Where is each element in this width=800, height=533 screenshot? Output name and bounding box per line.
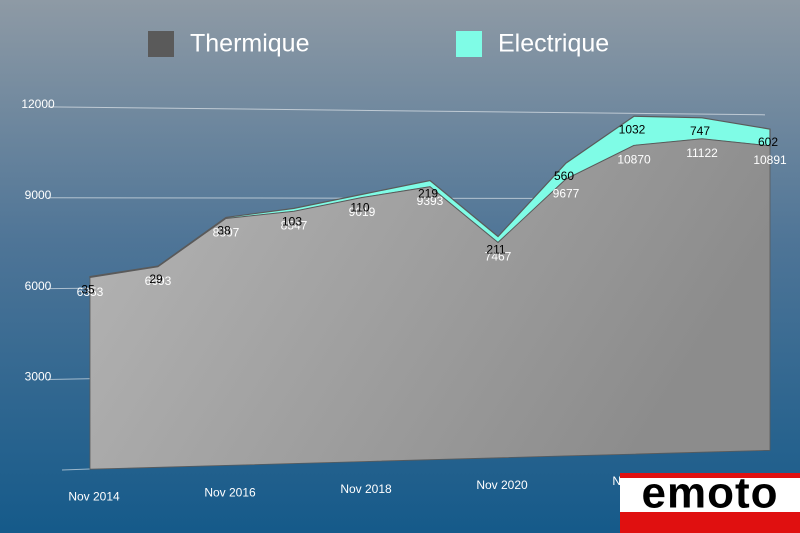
value-label-electrique: 110 (350, 201, 369, 215)
legend-swatch (456, 31, 482, 57)
x-tick-label: Nov 2018 (340, 482, 392, 496)
logo-band (620, 478, 800, 512)
legend-swatch (148, 31, 174, 57)
legend-label: Thermique (190, 30, 310, 58)
value-label-thermique: 9393 (417, 194, 444, 208)
value-label-electrique: 29 (149, 272, 163, 286)
value-label-electrique: 602 (758, 135, 778, 149)
value-label-electrique: 747 (690, 124, 710, 138)
value-label-thermique: 10870 (617, 153, 651, 167)
x-tick-label: Nov 2020 (476, 478, 528, 492)
value-label-thermique: 9677 (553, 186, 580, 200)
y-tick-label: 3000 (25, 370, 52, 384)
value-label-thermique: 8547 (281, 219, 308, 233)
value-label-electrique: 103 (282, 215, 302, 229)
value-label-electrique: 38 (217, 224, 231, 238)
value-label-thermique: 8307 (213, 226, 240, 240)
value-label-electrique: 211 (486, 243, 505, 257)
value-label-electrique: 219 (418, 187, 438, 201)
value-label-thermique: 9019 (349, 205, 376, 219)
value-label-thermique: 6353 (77, 285, 104, 299)
value-label-electrique: 560 (554, 169, 574, 183)
logo-text: emoto (642, 469, 779, 518)
value-label-thermique: 10891 (753, 153, 787, 167)
y-tick-label: 6000 (25, 279, 52, 293)
x-tick-label: Nov 2016 (204, 486, 256, 500)
grid-line (47, 106, 766, 116)
value-label-electrique: 35 (81, 283, 95, 297)
y-tick-label: 9000 (25, 188, 52, 202)
value-label-electrique: 1032 (619, 122, 646, 136)
value-label-thermique: 6693 (145, 274, 172, 288)
legend-label: Electrique (498, 30, 609, 58)
value-label-thermique: 7467 (485, 250, 512, 264)
baseline (61, 468, 91, 471)
x-tick-label: Nov 2014 (68, 489, 120, 503)
area-thermique (89, 138, 771, 470)
logo: emoto (620, 469, 800, 533)
y-tick-label: 12000 (21, 97, 55, 111)
value-label-thermique: 11122 (686, 146, 718, 160)
